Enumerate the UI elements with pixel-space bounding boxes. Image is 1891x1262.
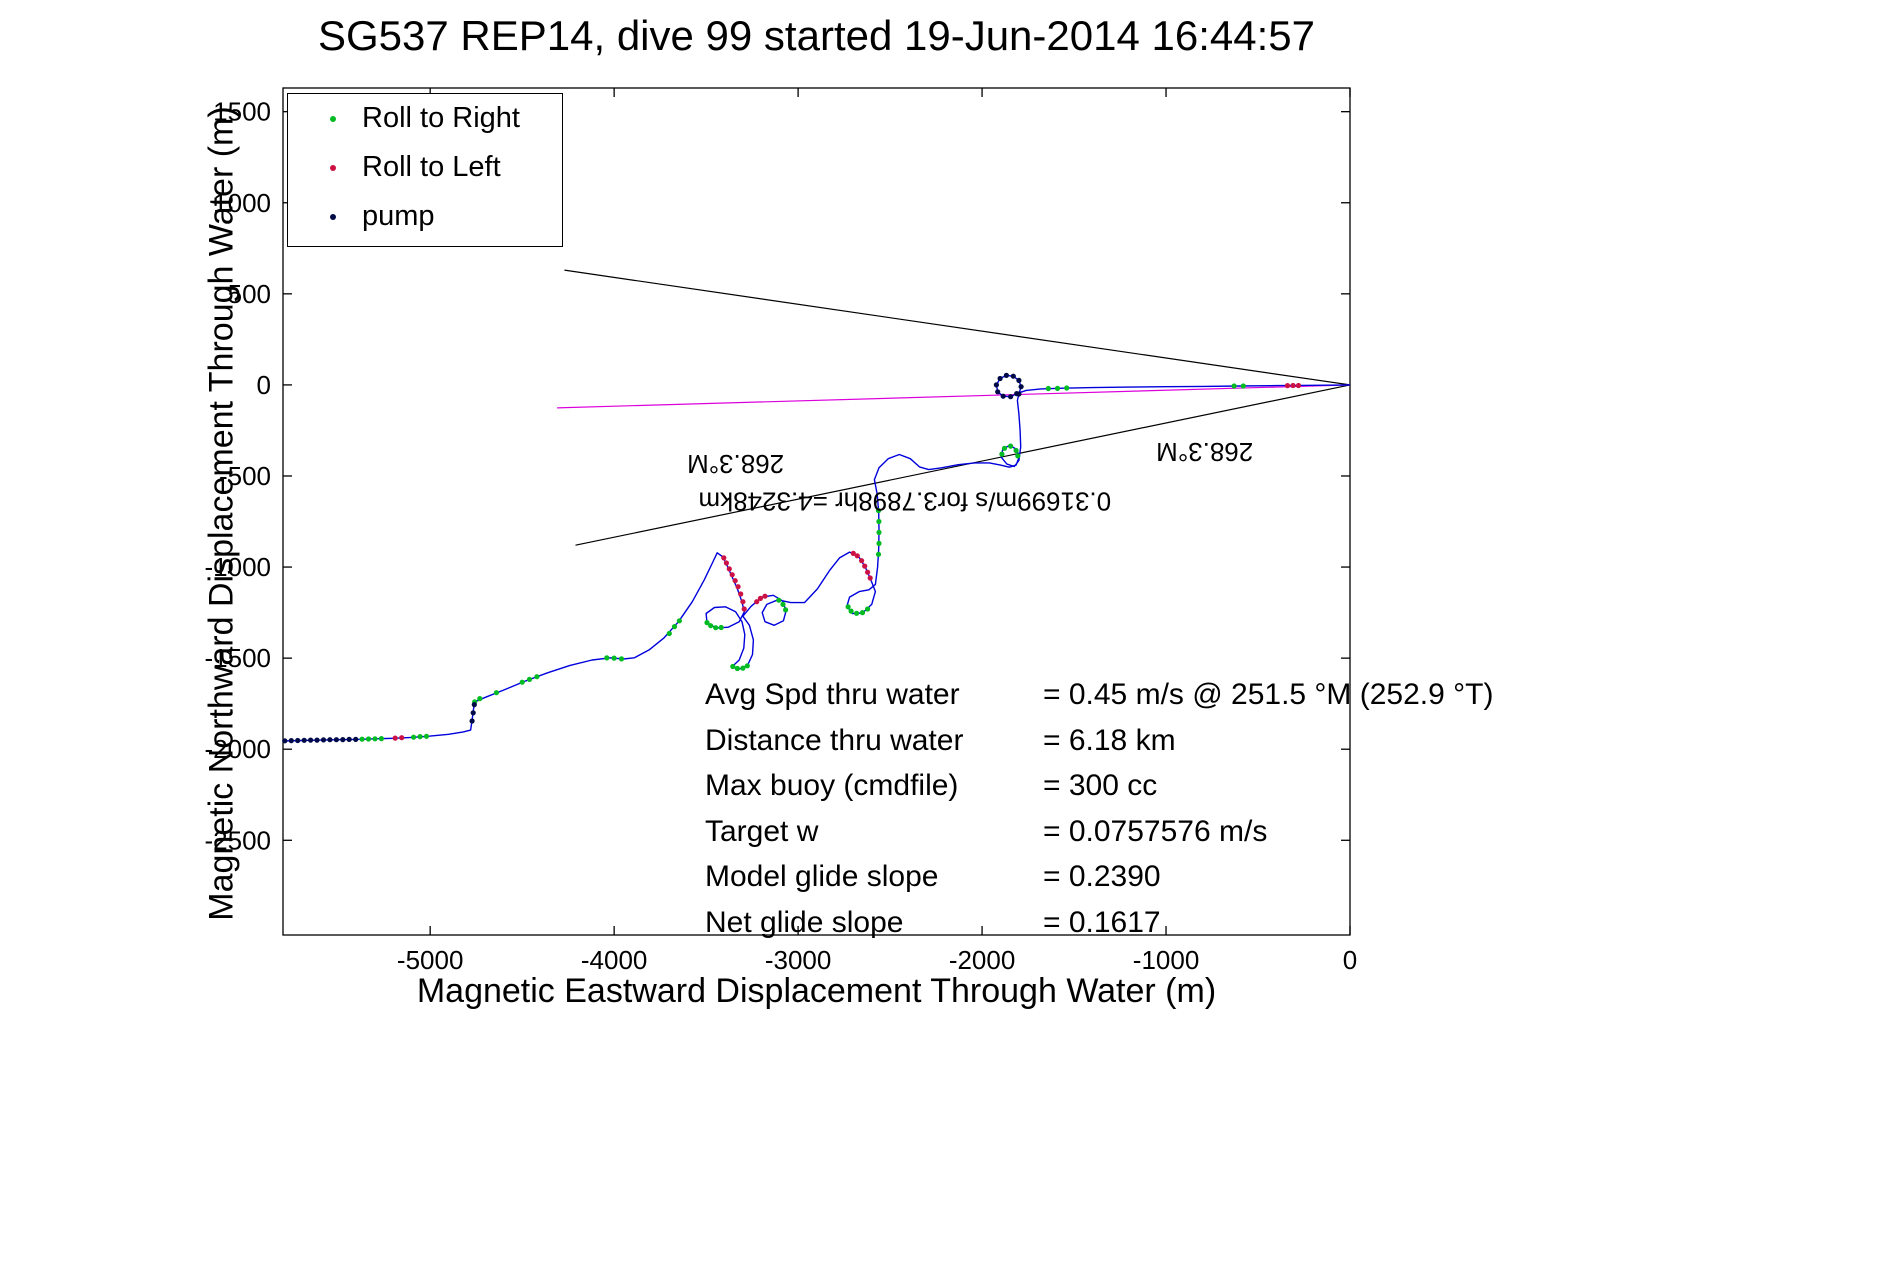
x-tick-label: -5000 bbox=[397, 945, 464, 975]
stat-label: Max buoy (cmdfile) bbox=[705, 769, 959, 802]
stat-value: = 0.1617 bbox=[1043, 905, 1161, 939]
stat-value: = 300 cc bbox=[1043, 769, 1158, 802]
x-tick-label: -1000 bbox=[1133, 945, 1200, 975]
stat-label: Model glide slope bbox=[705, 860, 939, 893]
bearing-annotation: 0.31699m/s for3.7898hr =4.3248km bbox=[698, 486, 1111, 516]
x-axis-label: Magnetic Eastward Displacement Through W… bbox=[416, 972, 1217, 1010]
pump-markers bbox=[282, 372, 1024, 744]
bearing-lower-line bbox=[575, 384, 1351, 546]
stat-value: = 0.45 m/s @ 251.5 °M (252.9 °T) bbox=[1043, 678, 1494, 711]
stat-label: Net glide slope bbox=[705, 905, 904, 939]
legend-item-label: pump bbox=[362, 200, 435, 232]
y-tick-label: 500 bbox=[228, 279, 271, 309]
stat-label: Avg Spd thru water bbox=[705, 678, 960, 711]
y-tick-label: -1500 bbox=[205, 643, 272, 673]
roll-left-marker-icon bbox=[330, 164, 336, 171]
bearing-upper-line bbox=[564, 269, 1351, 386]
y-tick-label: -2500 bbox=[205, 825, 272, 855]
x-tick-label: 0 bbox=[1343, 945, 1357, 975]
pump-marker-icon bbox=[330, 213, 336, 220]
roll-right-marker-icon bbox=[330, 115, 336, 122]
axes-box: -5000 -4000 -3000 -2000 -1000 0 1500 1000 500 0 -5… bbox=[205, 87, 1357, 975]
y-tick-label: 0 bbox=[257, 370, 271, 400]
stat-value: = 0.2390 bbox=[1043, 860, 1161, 893]
y-tick-label: -500 bbox=[219, 461, 271, 491]
x-tick-label: -2000 bbox=[949, 945, 1016, 975]
legend: Roll to Right Roll to Left pump bbox=[287, 93, 563, 247]
annotations: 268.3°M 268.3°M 0.31699m/s for3.7898hr =4.… bbox=[687, 437, 1253, 516]
y-tick-label: 1500 bbox=[213, 97, 271, 127]
y-tick-label: 1000 bbox=[213, 188, 271, 218]
legend-item-label: Roll to Right bbox=[362, 102, 520, 134]
y-axis-label: Magnetic Northward Displacement Through … bbox=[202, 106, 241, 921]
y-tick-label: -2000 bbox=[205, 734, 272, 764]
legend-item-pump: pump bbox=[288, 192, 562, 241]
x-tick-label: -3000 bbox=[765, 945, 832, 975]
stat-label: Target w bbox=[705, 814, 819, 848]
stats-panel: Avg Spd thru water = 0.45 m/s @ 251.5 °M… bbox=[705, 672, 1493, 945]
stat-label: Distance thru water bbox=[705, 723, 964, 757]
roll-left-markers bbox=[392, 382, 1302, 741]
y-tick-label: -1000 bbox=[205, 552, 272, 582]
chart-title: SG537 REP14, dive 99 started 19-Jun-2014… bbox=[317, 12, 1315, 59]
bearing-lines bbox=[557, 269, 1351, 546]
legend-item-roll-right: Roll to Right bbox=[288, 94, 562, 143]
bearing-mid-line bbox=[557, 384, 1351, 409]
bearing-annotation: 268.3°M bbox=[687, 449, 784, 479]
x-tick-label: -4000 bbox=[581, 945, 648, 975]
bearing-annotation: 268.3°M bbox=[1156, 437, 1253, 467]
roll-right-markers bbox=[359, 383, 1246, 742]
stat-value: = 0.0757576 m/s bbox=[1043, 814, 1268, 848]
legend-item-roll-left: Roll to Left bbox=[288, 143, 562, 192]
legend-item-label: Roll to Left bbox=[362, 151, 501, 183]
dive-track-line bbox=[282, 374, 1351, 742]
stat-value: = 6.18 km bbox=[1043, 723, 1176, 757]
